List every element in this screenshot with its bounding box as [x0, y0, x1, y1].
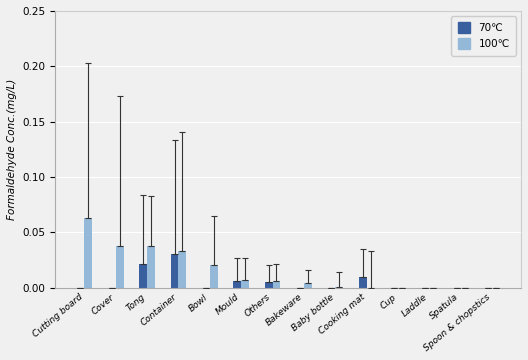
Bar — [233, 281, 241, 288]
Bar — [116, 246, 124, 288]
Bar — [304, 283, 312, 288]
Bar — [147, 246, 155, 288]
Bar — [139, 264, 147, 288]
Bar — [171, 255, 178, 288]
Bar — [210, 265, 218, 288]
Bar — [241, 280, 249, 288]
Bar — [84, 218, 92, 288]
Bar — [265, 282, 272, 288]
Bar — [272, 281, 280, 288]
Y-axis label: Formaldehyde Conc.(mg/L): Formaldehyde Conc.(mg/L) — [7, 79, 17, 220]
Bar — [359, 276, 366, 288]
Bar — [178, 251, 186, 288]
Bar — [335, 287, 343, 288]
Legend: 70℃, 100℃: 70℃, 100℃ — [451, 16, 516, 55]
